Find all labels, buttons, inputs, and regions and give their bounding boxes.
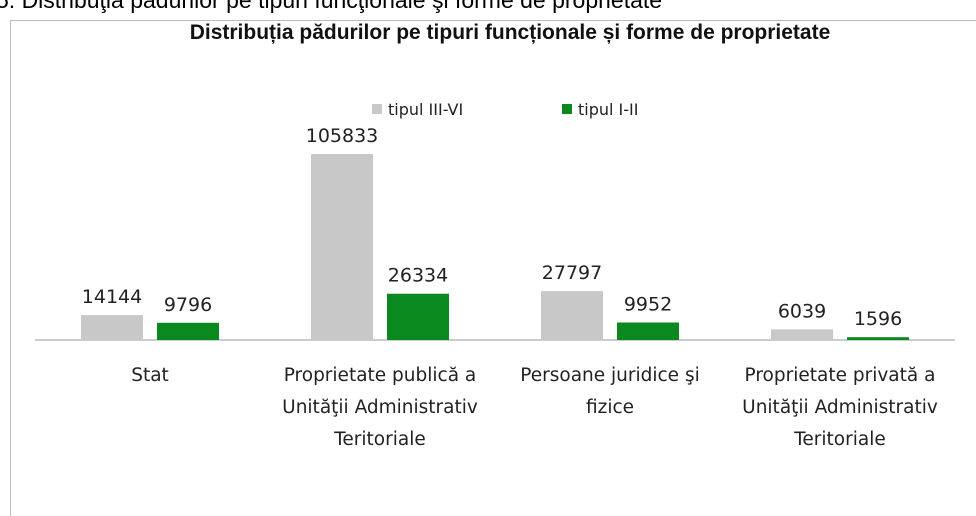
chart-title: Distribuția pădurilor pe tipuri funcțion… [189, 21, 831, 44]
legend-label: tipul I-II [578, 100, 638, 119]
bar [771, 329, 833, 340]
value-label: 6039 [778, 300, 826, 322]
value-label: 14144 [82, 286, 142, 308]
bar [81, 315, 143, 340]
heading: 5. Distribuţia pădurilor pe tipuri funcţ… [0, 0, 663, 13]
x-tick-label: Proprietate publică a Unităţii Administr… [282, 365, 478, 450]
value-label: 1596 [854, 308, 902, 330]
bar [617, 322, 679, 340]
legend-swatch [562, 104, 572, 114]
chart-frame [10, 20, 976, 516]
x-tick-label: Proprietate privată a Unităţii Administr… [742, 365, 938, 450]
bar [157, 322, 219, 340]
bar [387, 293, 449, 340]
value-label: 26334 [388, 265, 448, 287]
x-tick-label: Stat [131, 365, 169, 386]
bar [847, 337, 909, 340]
value-label: 105833 [306, 125, 379, 147]
value-label: 9952 [624, 294, 672, 316]
bar [541, 291, 603, 340]
bar [311, 154, 373, 340]
value-label: 27797 [542, 262, 602, 284]
legend-swatch [372, 104, 382, 114]
legend-label: tipul III-VI [388, 100, 463, 119]
value-label: 9796 [164, 294, 212, 316]
x-tick-label: Persoane juridice şi fizice [520, 365, 700, 418]
